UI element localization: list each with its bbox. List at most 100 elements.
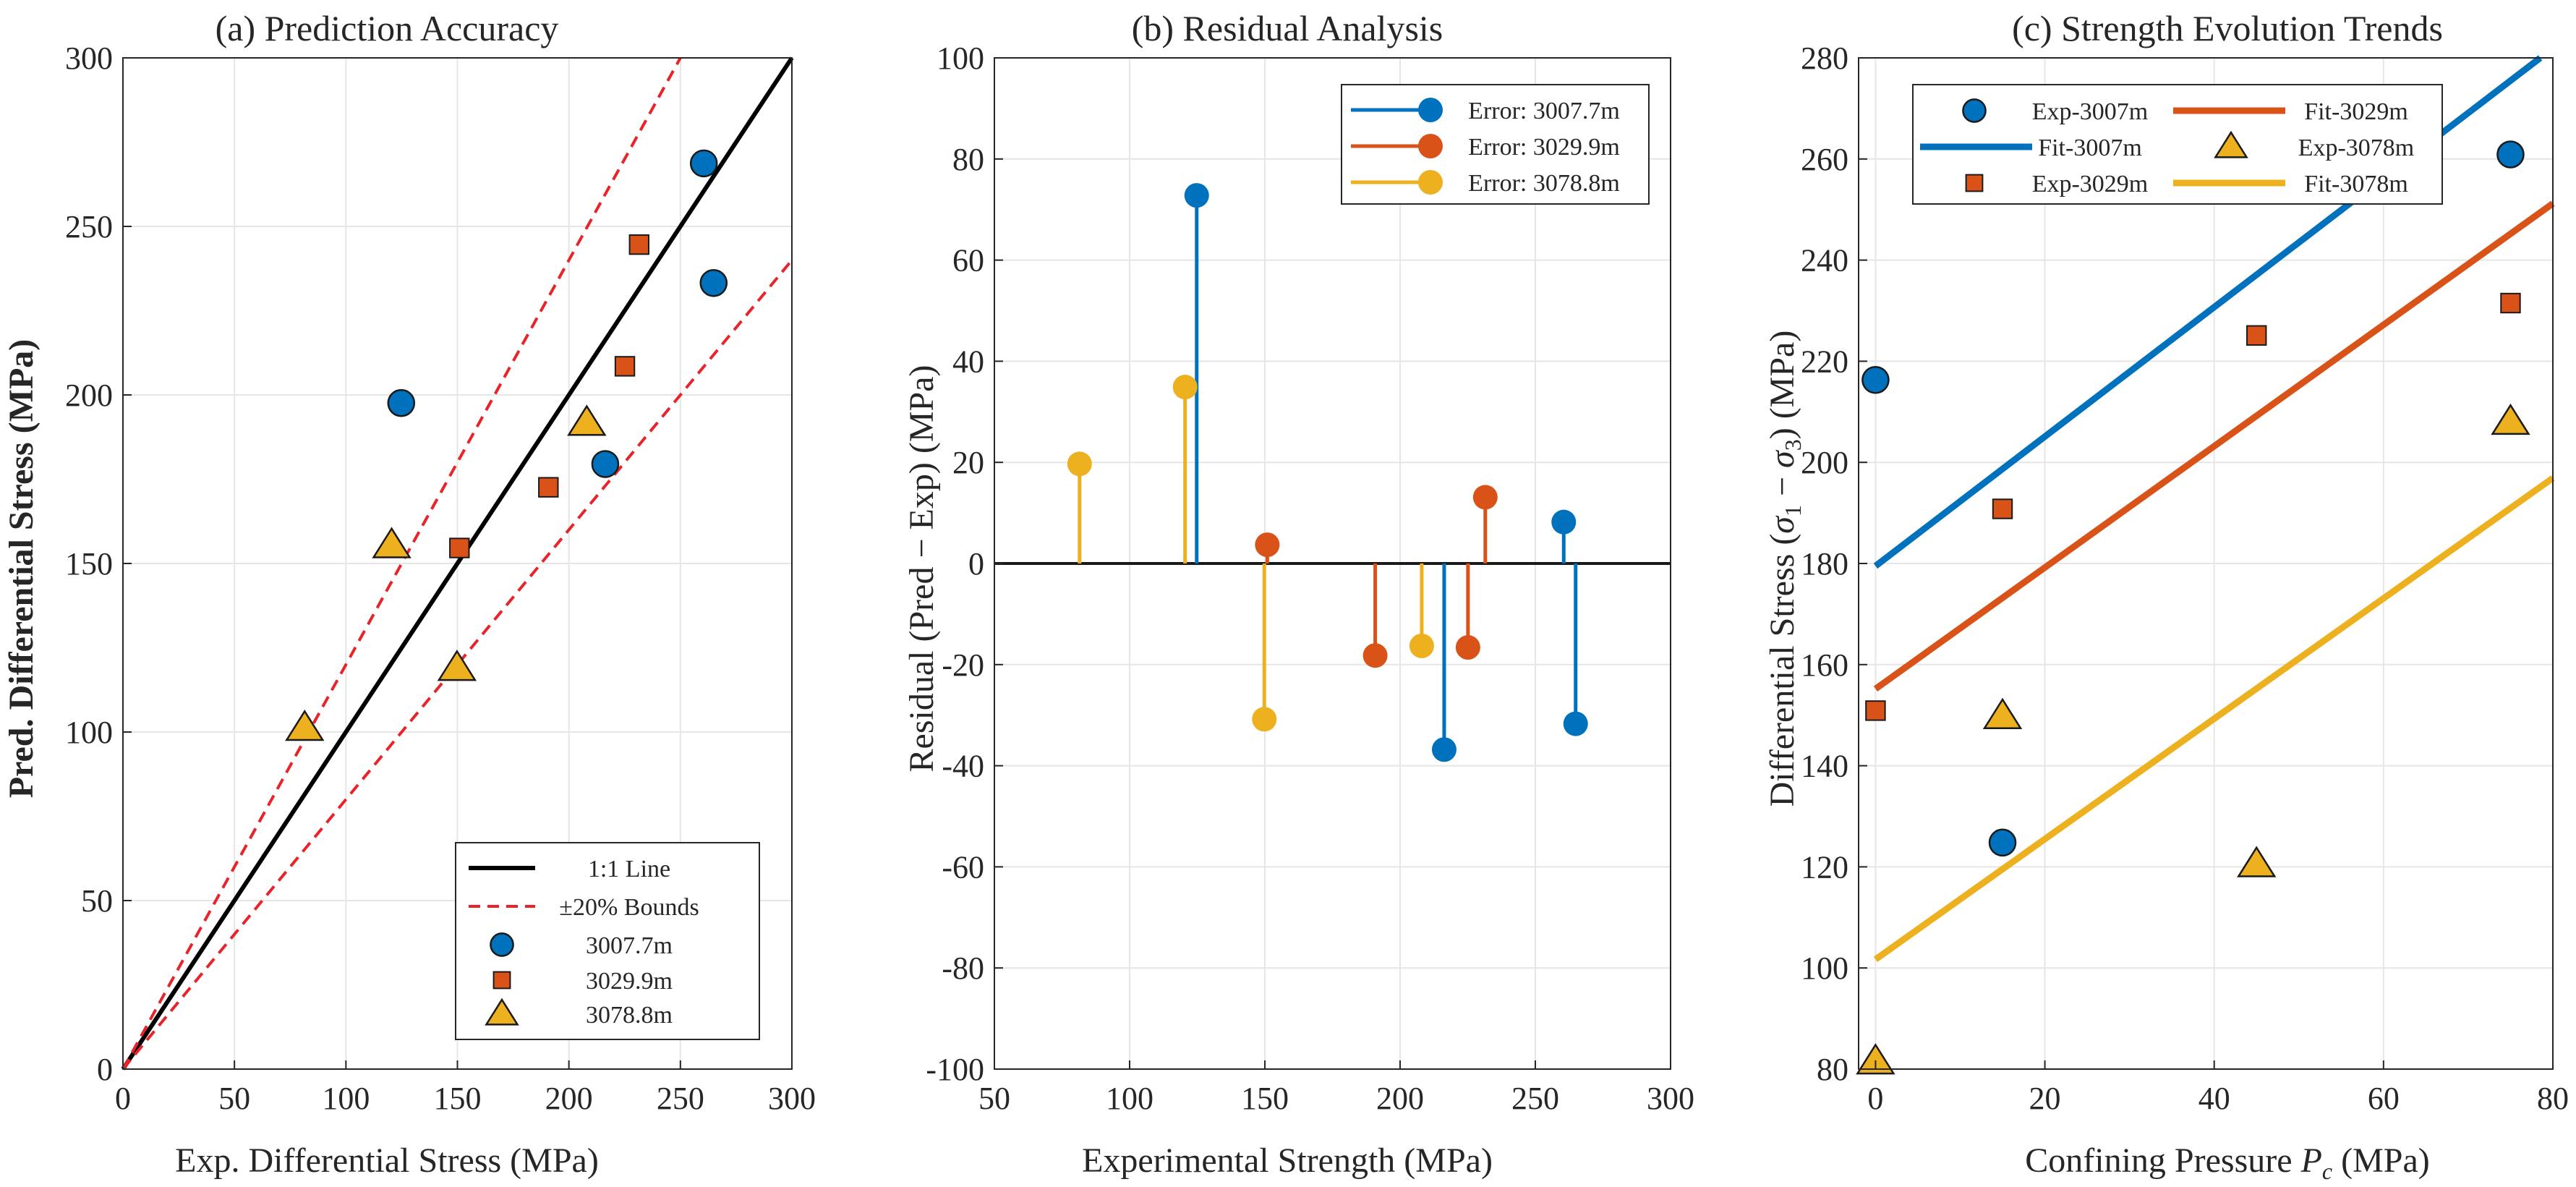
ideal-line [121,56,794,1071]
legend-stem-head [1418,134,1443,158]
point-3078.8m [285,709,325,741]
panel-c-tick-labels: 0 20 40 60 80 80 100 120 140 160 180 200 220 240 260 28… [1801,41,2569,1116]
panel-b-y-axis-label: Residual (Pred − Exp) (MPa) [903,365,941,773]
x-tick-label: 250 [1511,1081,1559,1116]
legend-fit-3078-label: Fit-3078m [2304,171,2408,197]
panel-a-reference-lines [121,56,794,1071]
point-3029.9m [538,477,559,498]
panel-c-title: (c) Strength Evolution Trends [2012,8,2443,48]
point-3029.9m [628,234,649,255]
y-tick-label: 50 [81,883,113,919]
legend-fit-3007-label: Fit-3007m [2038,135,2142,161]
panel-a-y-axis-label: Pred. Differential Stress (MPa) [2,339,40,799]
x-tick-label: 40 [2198,1081,2230,1116]
fit-line-Fit-3078m [1873,475,2555,962]
y-tick-label: 0 [968,546,984,582]
x-tick-label: 150 [434,1081,482,1116]
y-tick-label: 180 [1801,546,1848,582]
y-tick-label: 220 [1801,344,1848,379]
x-tick-label: 250 [657,1081,704,1116]
stem-head [1172,375,1198,400]
y-tick-label: 240 [1801,243,1848,278]
stem-head [1067,451,1092,477]
legend-marker [490,932,514,957]
x-tick-label: 100 [322,1081,370,1116]
y-tick-label: 60 [952,243,984,278]
fit-line-Fit-3029m [1873,200,2555,692]
legend-exp-3078-marker [2214,130,2248,158]
x-tick-label: 300 [1647,1081,1694,1116]
panel-c-x-axis-label: Confining Pressure Pc (MPa) [2025,1141,2430,1184]
point-3078.8m [437,650,477,681]
legend-error-3029-swatch [1351,134,1443,158]
point-Exp-3078m [2237,846,2277,877]
y-tick-label: -100 [926,1052,984,1087]
panel-c-legend: Exp-3007m Fit-3029m Fit-3007m Exp-3078m … [1912,84,2443,205]
x-tick-label: 150 [1241,1081,1289,1116]
point-Exp-3029m [2500,292,2521,314]
legend-stem-head [1418,170,1443,195]
y-tick-label: 250 [65,209,113,244]
legend-exp-3007-label: Exp-3007m [2032,98,2149,125]
x-tick-label: 80 [2537,1081,2569,1116]
point-Exp-3078m [1982,697,2023,729]
y-tick-label: -20 [942,647,984,683]
point-3078.8m [567,404,607,436]
legend-3078-marker [485,997,519,1026]
y-tick-label: 260 [1801,142,1848,177]
bound-line [121,57,682,1070]
panel-c-grid [1859,57,2554,1070]
point-Exp-3029m [2246,325,2267,346]
legend-exp-3029-label: Exp-3029m [2032,171,2149,197]
panel-a-data-points [285,149,728,741]
point-Exp-3078m [2491,403,2530,435]
legend-3007-label: 3007.7m [586,932,673,959]
y-tick-label: 80 [1817,1052,1848,1087]
stem-head [1409,633,1434,658]
y-tick-label: 100 [937,41,984,76]
point-Exp-3007m [1988,828,2017,857]
legend-exp-3007-marker [1962,98,1987,123]
panel-c-data-points [1856,140,2530,1075]
y-tick-label: 0 [97,1052,113,1087]
point-3007.7m [591,450,620,478]
stem-head [1455,635,1480,660]
legend-3078-label: 3078.8m [586,1002,673,1029]
panel-a-legend: 1:1 Line ±20% Bounds 3007.7m 3029.9m 307… [455,842,760,1040]
legend-marker [492,971,511,990]
panel-a-title: (a) Prediction Accuracy [216,8,559,48]
point-Exp-3007m [2496,140,2525,169]
point-3007.7m [689,149,718,178]
legend-error-3078-swatch [1351,170,1443,195]
x-tick-label: 50 [218,1081,250,1116]
y-tick-label: -60 [942,849,984,885]
y-tick-label: 100 [65,715,113,750]
x-tick-label: 300 [768,1081,816,1116]
stem-head [1472,485,1498,510]
x-tick-label: 20 [2029,1081,2061,1116]
y-tick-label: 200 [1801,445,1848,480]
legend-3007-marker [490,932,514,957]
panel-b-residual-analysis: 50 100 150 200 250 300 -100 -80 -60 -40 -20 0 20 40 60… [903,8,1694,1180]
point-3007.7m [387,388,416,417]
legend-exp-3078-label: Exp-3078m [2298,135,2415,161]
point-3029.9m [449,537,470,558]
x-tick-label: 0 [115,1081,131,1116]
legend-marker [1965,174,1984,192]
y-tick-label: 80 [952,142,984,177]
x-tick-label: 0 [1867,1081,1883,1116]
legend-error-3029-label: Error: 3029.9m [1468,134,1620,161]
y-tick-label: 200 [65,378,113,413]
stem-head [1184,183,1209,208]
point-3007.7m [699,268,728,297]
bound-line [121,259,793,1071]
legend-marker [1962,98,1987,123]
point-Exp-3007m [1861,365,1890,394]
stem-head [1431,737,1457,762]
x-tick-label: 60 [2368,1081,2400,1116]
panel-b-title: (b) Residual Analysis [1132,8,1443,48]
x-tick-label: 200 [1376,1081,1424,1116]
panel-b-x-axis-label: Experimental Strength (MPa) [1082,1141,1493,1180]
y-tick-label: 100 [1801,950,1848,986]
